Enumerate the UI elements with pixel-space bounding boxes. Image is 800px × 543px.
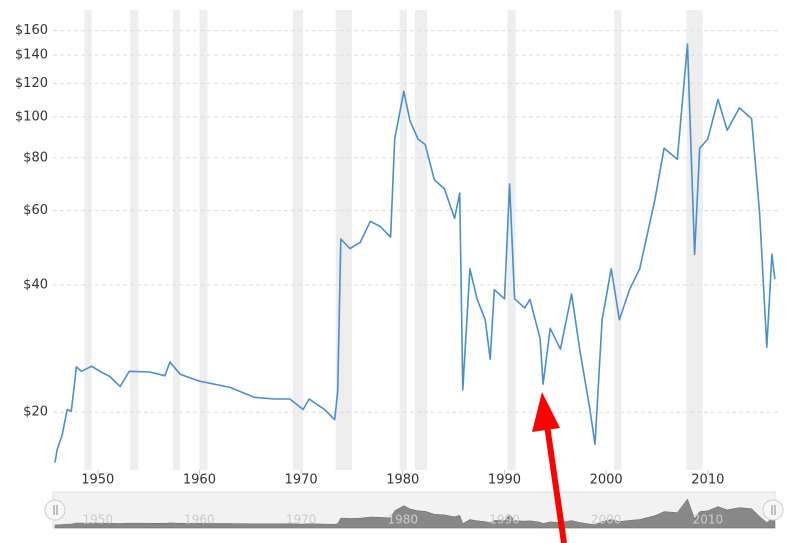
handle-left[interactable] (44, 499, 66, 521)
navigator-label: 1970 (286, 513, 317, 527)
x-tick-label: 1990 (488, 473, 521, 488)
recession-band (130, 10, 139, 470)
navigator: 1950 1960 1970 1980 1990 2000 2010 (52, 491, 776, 529)
recession-band (414, 10, 428, 470)
navigator-label: 2000 (591, 513, 622, 527)
navigator-label: 1980 (388, 513, 419, 527)
recession-bands (84, 10, 703, 470)
x-tick-label: 2010 (691, 473, 724, 488)
navigator-label: 1960 (184, 513, 215, 527)
x-tick-label: 1950 (81, 473, 114, 488)
y-tick-label: $60 (23, 203, 48, 218)
plot (54, 43, 776, 463)
x-tick-label: 1980 (386, 473, 419, 488)
recession-band (399, 10, 407, 470)
arrow-shaft (544, 424, 567, 543)
y-tick-label: $80 (23, 150, 48, 165)
handle-right[interactable] (762, 499, 784, 521)
recession-band (614, 10, 622, 470)
handles[interactable] (44, 499, 784, 521)
recession-band (199, 10, 208, 470)
recession-band (84, 10, 92, 470)
y-tick-label: $140 (15, 48, 48, 63)
y-tick-label: $120 (15, 76, 48, 91)
x-tick-label: 1960 (183, 473, 216, 488)
grid: $20 $40 $60 $80 $100 $120 $140 $160 1950 1960 1970… (15, 23, 778, 488)
x-tick-label: 2000 (590, 473, 623, 488)
recession-band (172, 10, 181, 470)
red-arrow (532, 392, 567, 543)
x-tick-label: 1970 (285, 473, 318, 488)
y-tick-label: $160 (15, 23, 48, 38)
recession-band (335, 10, 352, 470)
y-tick-label: $40 (23, 278, 48, 293)
navigator-label: 2010 (693, 513, 724, 527)
y-tick-label: $20 (23, 405, 48, 420)
price-line (54, 43, 776, 463)
arrow-head (532, 392, 560, 432)
navigator-area (54, 498, 776, 529)
recession-band (292, 10, 304, 470)
navigator-label: 1950 (82, 513, 113, 527)
y-tick-label: $100 (15, 109, 48, 124)
navigator-label: 1990 (489, 513, 520, 527)
